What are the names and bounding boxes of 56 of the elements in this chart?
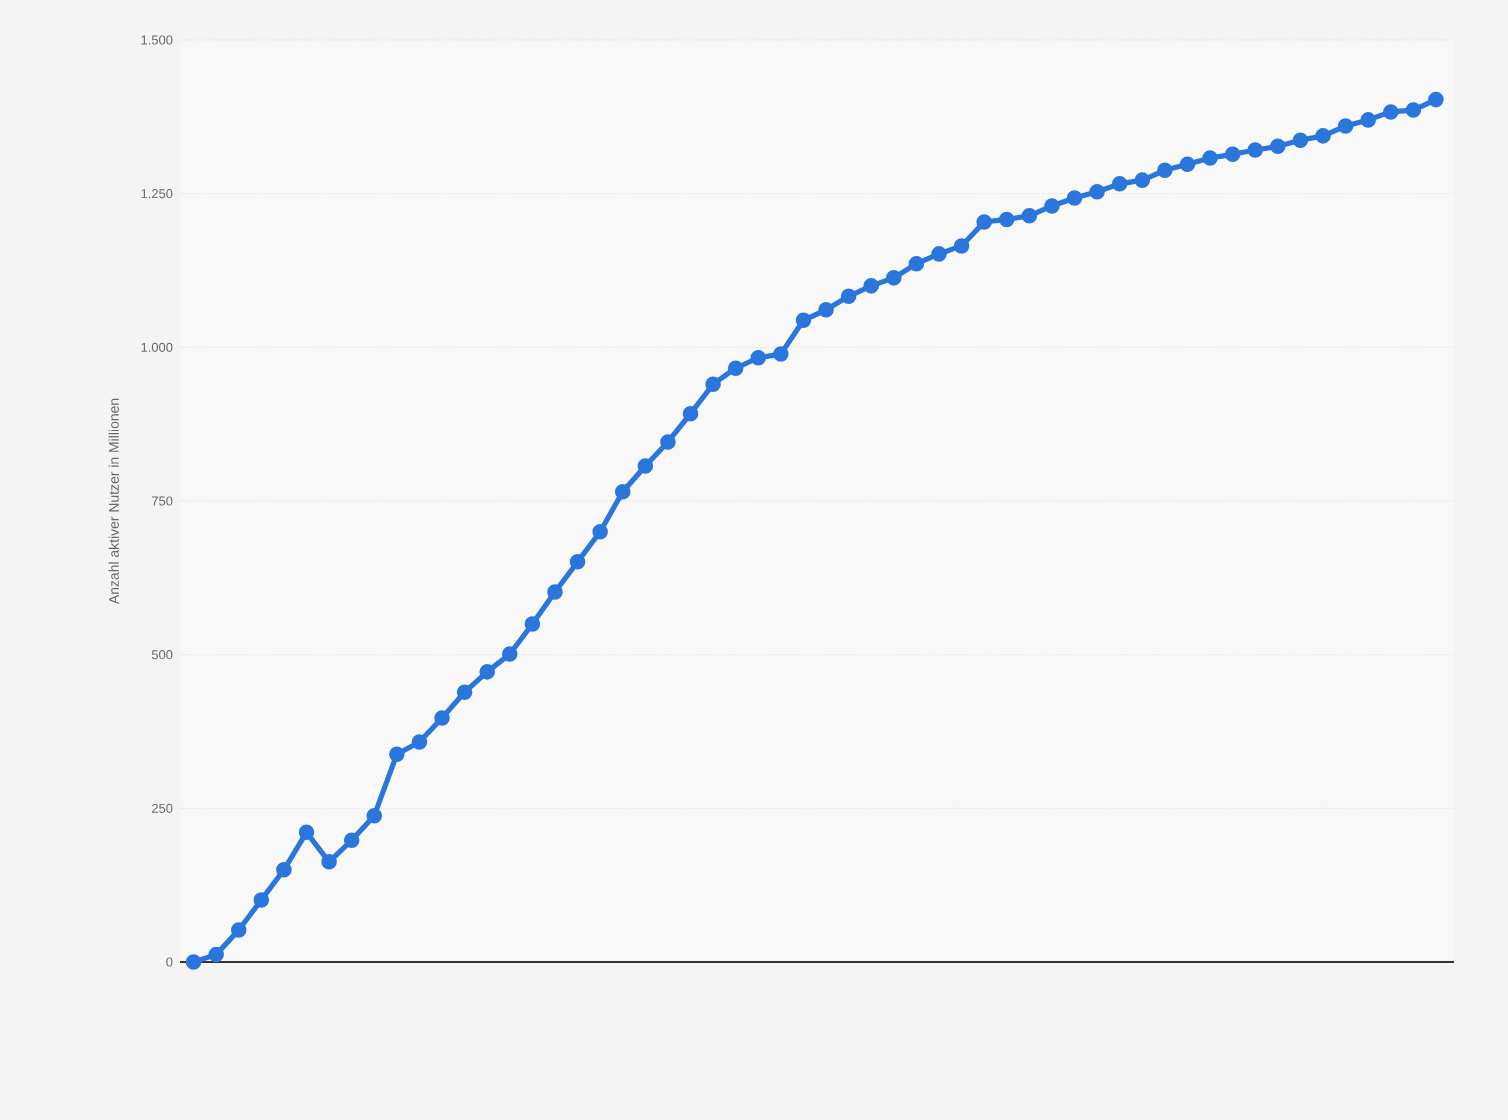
point [456, 684, 473, 700]
point [998, 211, 1015, 228]
point [502, 646, 518, 662]
point [705, 376, 721, 392]
point [1405, 102, 1422, 118]
point [298, 824, 315, 841]
point [389, 746, 405, 763]
point [908, 255, 925, 272]
point [727, 360, 744, 376]
point [863, 278, 879, 294]
point [547, 584, 563, 600]
point [660, 434, 676, 450]
point [1134, 172, 1151, 188]
point [524, 616, 541, 632]
point [931, 246, 947, 262]
point [976, 214, 992, 230]
point [411, 734, 428, 750]
point [750, 350, 767, 366]
point [253, 892, 270, 908]
point [1179, 156, 1196, 172]
point [1111, 176, 1128, 192]
point [637, 458, 654, 474]
point [185, 954, 202, 970]
point [886, 270, 902, 286]
point [230, 922, 247, 938]
point [569, 554, 586, 570]
point [795, 312, 812, 329]
point [1383, 104, 1399, 120]
point [1224, 146, 1241, 163]
point [434, 710, 450, 726]
point [1044, 198, 1060, 214]
point [1202, 150, 1218, 166]
point [479, 664, 495, 680]
point [1021, 208, 1038, 224]
point [953, 238, 970, 254]
point [321, 854, 337, 870]
point [366, 807, 383, 824]
point [208, 946, 224, 963]
point [1428, 91, 1444, 108]
point [1247, 142, 1263, 158]
point [1270, 138, 1286, 155]
point [1066, 190, 1083, 206]
point [1360, 112, 1376, 128]
point [1089, 184, 1105, 200]
point [276, 862, 292, 878]
point [1315, 128, 1331, 144]
point [614, 484, 631, 500]
point [840, 288, 857, 305]
point [818, 302, 834, 318]
point [592, 523, 608, 540]
point [1292, 132, 1309, 148]
point [682, 405, 699, 422]
point [1157, 162, 1173, 179]
point [1337, 118, 1354, 134]
point [773, 346, 789, 362]
point [343, 832, 360, 849]
